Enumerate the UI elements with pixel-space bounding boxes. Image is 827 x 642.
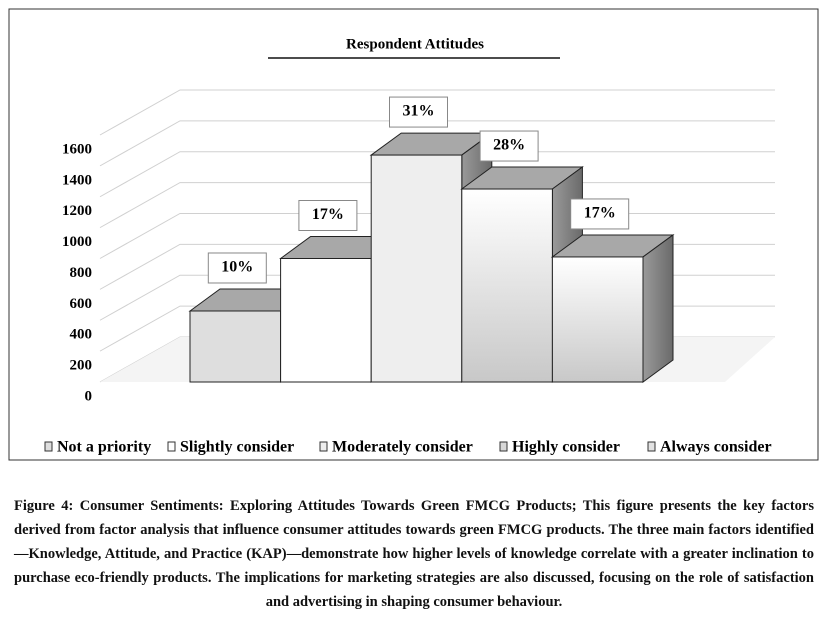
grid-line [99,120,775,167]
y-tick-label: 1000 [62,234,92,250]
value-label-box [479,130,539,162]
figure-caption: Figure 4: Consumer Sentiments: Exploring… [14,498,814,610]
value-label: 17% [312,206,344,223]
value-label: 28% [493,137,525,154]
legend-label: Not a priority [57,439,151,456]
legend-swatch [167,441,176,452]
legend-label: Slightly consider [180,439,294,456]
legend-swatch [499,441,508,452]
y-tick-label: 600 [70,296,93,312]
legend-swatch [647,441,656,452]
bar [461,188,553,383]
legend-swatch [319,441,328,452]
y-tick-label: 0 [85,388,93,404]
value-label: 31% [403,103,435,120]
bar-side [642,233,674,383]
y-tick-label: 1200 [62,203,92,219]
bar [551,256,644,383]
legend-swatch [44,441,53,452]
bar [280,258,372,383]
legend-label: Always consider [660,439,772,456]
chart-title: Respondent Attitudes [346,36,484,52]
y-tick-label: 800 [70,265,93,281]
bar [189,310,282,383]
legend-label: Moderately consider [332,439,473,456]
value-label-box [207,252,267,284]
y-tick-label: 1600 [62,141,92,157]
y-tick-label: 400 [70,327,93,343]
y-tick-label: 200 [70,358,93,374]
value-label: 10% [221,259,253,276]
legend-label: Highly consider [512,439,620,456]
bar [370,154,463,383]
grid-line [99,89,775,136]
grid-line [99,151,775,198]
y-tick-label: 1400 [62,172,92,188]
value-label: 17% [584,205,616,222]
value-label-box [298,200,358,231]
chart: Respondent Attitudes 0 200 400 600 800 1000 12… [8,8,819,461]
value-label-box [570,198,630,230]
value-label-box [389,96,448,128]
